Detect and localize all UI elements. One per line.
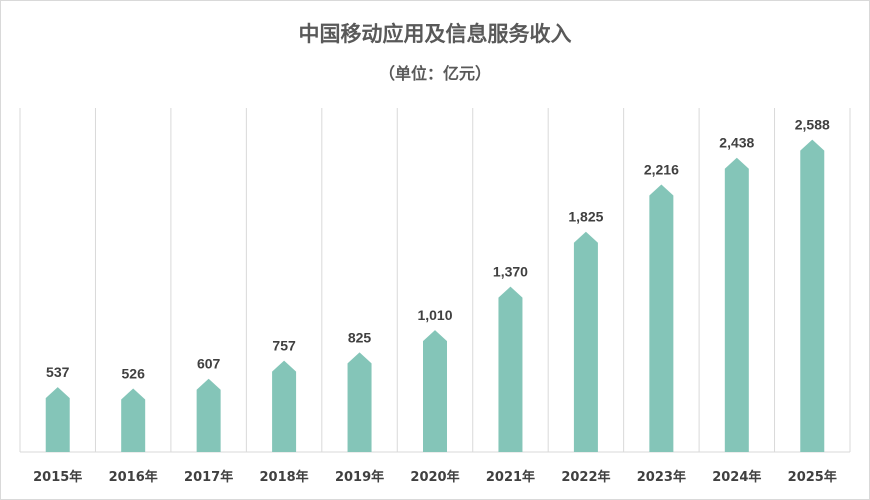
- data-label: 825: [348, 329, 372, 345]
- data-label: 2,438: [719, 135, 754, 151]
- data-label: 1,370: [493, 264, 528, 280]
- x-tick-label: 2015年: [33, 469, 82, 485]
- x-tick-label: 2018年: [259, 469, 308, 485]
- data-label: 2,588: [795, 117, 830, 133]
- bar-series: [45, 139, 825, 453]
- data-label: 2,216: [644, 161, 679, 177]
- data-labels: 537 526 607 757 825 1,010 1,370 1,825 2,216 2,438…: [46, 117, 830, 382]
- x-tick-label: 2017年: [184, 469, 233, 485]
- bar: [423, 330, 447, 452]
- bar: [347, 352, 372, 452]
- bar: [498, 286, 523, 452]
- x-tick-label: 2016年: [109, 469, 158, 485]
- x-tick-label: 2022年: [561, 469, 610, 485]
- data-label: 526: [122, 366, 146, 382]
- bar: [272, 360, 297, 452]
- x-tick-label: 2025年: [788, 469, 837, 485]
- chart-title: 中国移动应用及信息服务收入: [298, 22, 572, 46]
- bar: [45, 387, 70, 452]
- x-tick-label: 2019年: [335, 469, 384, 485]
- bar: [121, 388, 146, 452]
- x-tick-label: 2020年: [410, 469, 459, 485]
- data-label: 757: [272, 338, 296, 354]
- x-axis-labels: 2015年 2016年 2017年 2018年 2019年 2020年 2021年 2022年…: [33, 469, 837, 485]
- bar: [800, 139, 825, 452]
- chart-subtitle: （单位：亿元）: [378, 64, 491, 83]
- bar: [649, 184, 674, 453]
- bar: [724, 157, 749, 452]
- data-label: 607: [197, 356, 221, 372]
- data-label: 1,825: [568, 209, 603, 225]
- x-tick-label: 2023年: [637, 469, 686, 485]
- bar: [196, 378, 221, 452]
- bar: [573, 231, 598, 452]
- data-label: 1,010: [417, 307, 452, 323]
- data-label: 537: [46, 364, 70, 380]
- x-tick-label: 2024年: [712, 469, 761, 485]
- x-tick-label: 2021年: [486, 469, 535, 485]
